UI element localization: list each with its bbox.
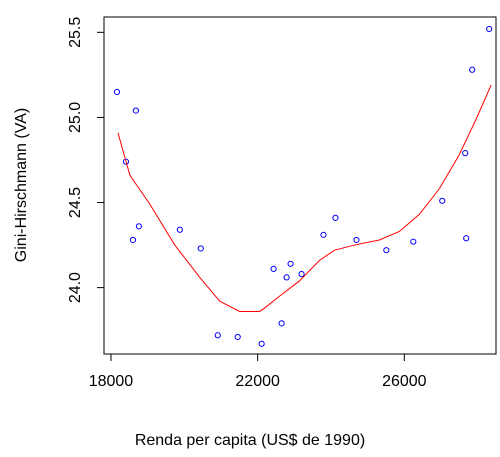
point bbox=[332, 214, 339, 221]
y-tick-label: 25.0 bbox=[67, 102, 84, 133]
point bbox=[122, 158, 130, 165]
x-axis-title: Renda per capita (US$ de 1990) bbox=[135, 432, 365, 449]
point bbox=[410, 238, 417, 245]
x-tick-label: 22000 bbox=[235, 373, 280, 390]
y-axis-title: Gini-Hirschmann (VA) bbox=[13, 108, 30, 262]
point bbox=[298, 270, 305, 278]
y-tick-label: 24.5 bbox=[67, 187, 84, 218]
point bbox=[113, 88, 121, 95]
x-tick-label: 18000 bbox=[89, 373, 134, 390]
point bbox=[132, 107, 140, 114]
point bbox=[214, 332, 221, 339]
point bbox=[258, 340, 265, 347]
point bbox=[234, 333, 241, 341]
plot-box bbox=[103, 16, 497, 355]
point bbox=[283, 274, 290, 281]
point bbox=[197, 245, 204, 252]
point bbox=[486, 25, 493, 33]
point bbox=[278, 320, 285, 327]
point bbox=[320, 231, 327, 238]
point bbox=[135, 223, 143, 230]
point bbox=[270, 265, 277, 272]
y-tick-label: 25.5 bbox=[67, 17, 84, 48]
point bbox=[176, 226, 183, 233]
point bbox=[439, 197, 446, 204]
point bbox=[462, 150, 469, 157]
point bbox=[383, 247, 390, 254]
point bbox=[353, 236, 360, 244]
point bbox=[129, 236, 137, 244]
x-tick-label: 26000 bbox=[382, 373, 427, 390]
point bbox=[287, 260, 294, 267]
y-tick-label: 24.0 bbox=[67, 272, 84, 303]
point bbox=[463, 235, 470, 242]
point bbox=[469, 66, 476, 73]
smooth-line bbox=[117, 84, 492, 312]
